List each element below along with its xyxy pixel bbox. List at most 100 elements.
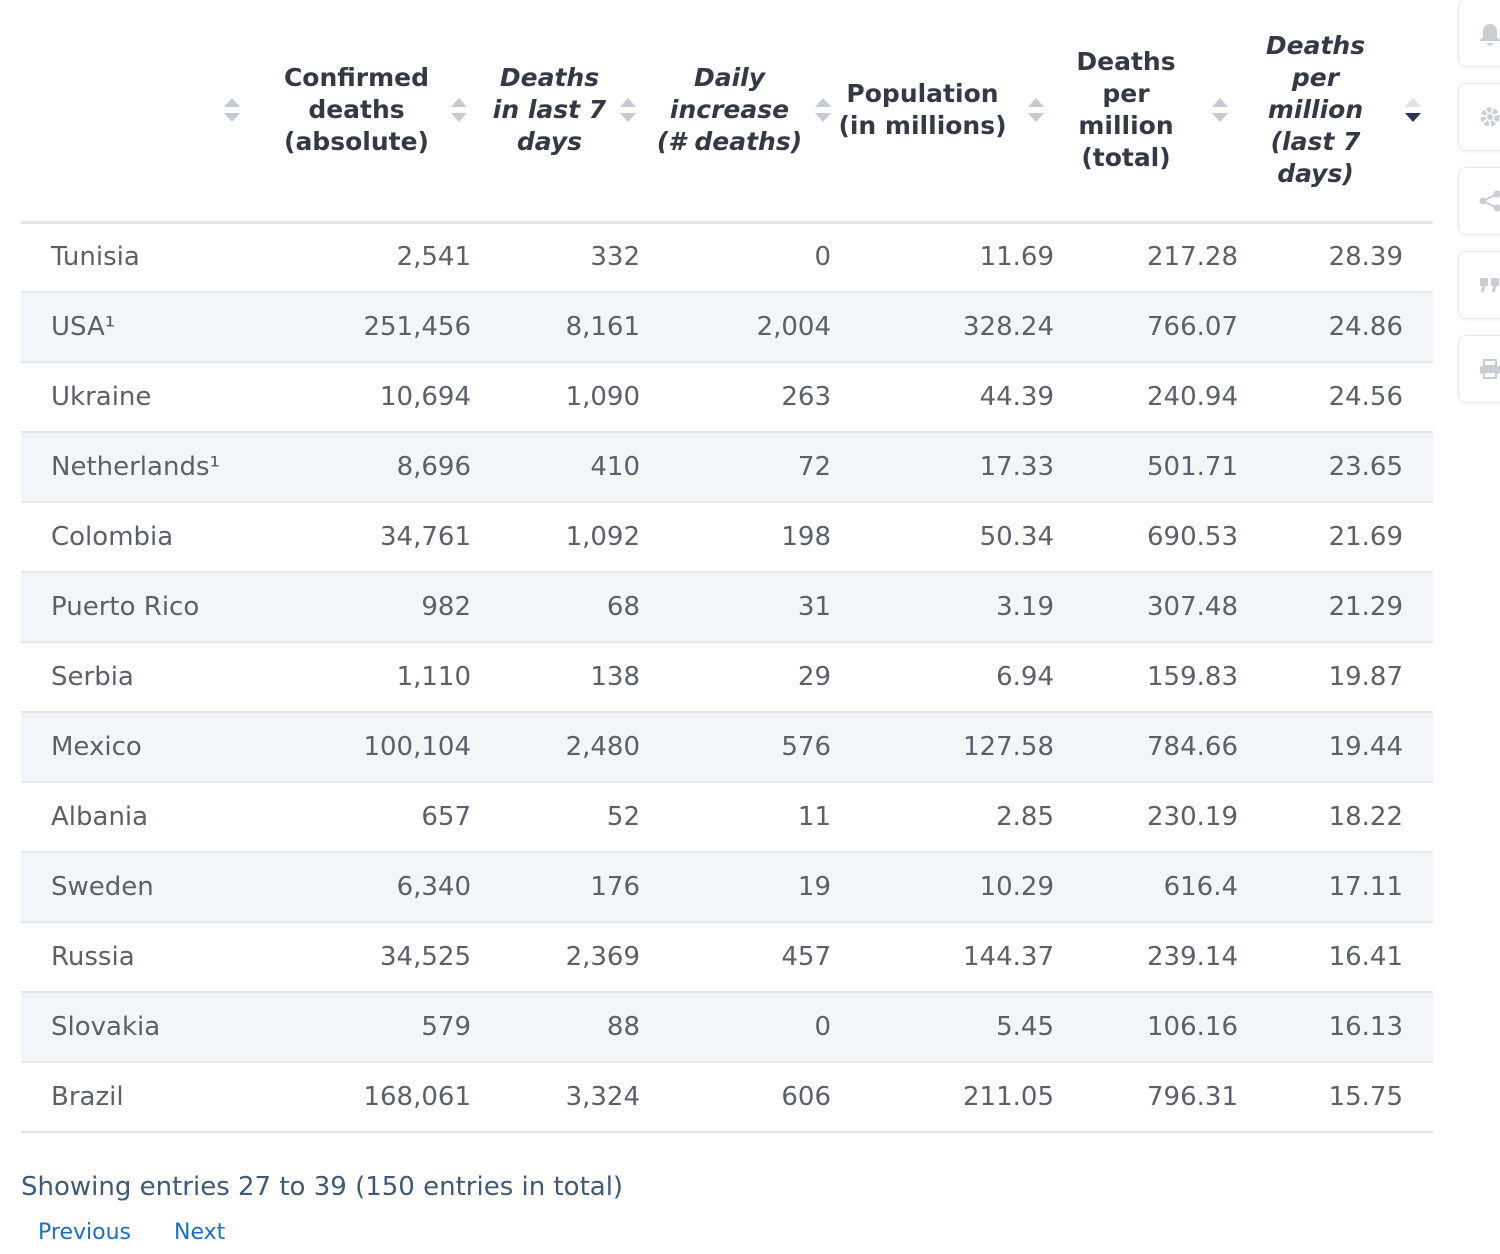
confirmed-deaths-cell: 2,541 <box>267 222 471 293</box>
country-cell: Puerto Rico <box>21 572 267 643</box>
header-label: Daily increase (# deaths) <box>656 63 803 157</box>
deaths-per-million-total-cell: 106.16 <box>1054 992 1238 1063</box>
column-header-deaths-per-million-total[interactable]: Deaths per million (total) <box>1054 0 1238 224</box>
table-body: Tunisia 2,541 332 0 11.69 217.28 28.39 USA¹ 251… <box>21 222 1433 1133</box>
daily-increase-cell: 29 <box>640 642 831 713</box>
print-button[interactable] <box>1458 335 1500 403</box>
table-row: Ukraine 10,694 1,090 263 44.39 240.94 24.56 <box>21 362 1433 433</box>
previous-page-link[interactable]: Previous <box>38 1220 131 1245</box>
table-row: Albania 657 52 11 2.85 230.19 18.22 <box>21 782 1433 853</box>
column-header-population[interactable]: Population (in millions) <box>831 0 1054 224</box>
deaths-per-million-total-cell: 239.14 <box>1054 922 1238 993</box>
notification-button[interactable] <box>1458 0 1500 67</box>
table-row: USA¹ 251,456 8,161 2,004 328.24 766.07 24.86 <box>21 292 1433 363</box>
table-row: Mexico 100,104 2,480 576 127.58 784.66 19.44 <box>21 712 1433 783</box>
country-cell: Slovakia <box>21 992 267 1063</box>
population-cell: 211.05 <box>831 1062 1054 1133</box>
deaths-per-million-total-cell: 240.94 <box>1054 362 1238 433</box>
deaths-per-million-7-days-cell: 28.39 <box>1238 222 1433 293</box>
column-header-daily-increase[interactable]: Daily increase (# deaths) <box>640 0 831 224</box>
deaths-table: Confirmed deaths (absolute) Deaths in last … <box>21 0 1433 1133</box>
sort-icon[interactable] <box>1212 98 1228 123</box>
sort-icon[interactable] <box>224 98 240 123</box>
deaths-last-7-days-cell: 176 <box>471 852 640 923</box>
population-cell: 6.94 <box>831 642 1054 713</box>
settings-button[interactable] <box>1458 83 1500 151</box>
header-label: Deaths in last 7 days <box>492 63 607 157</box>
deaths-per-million-7-days-cell: 21.69 <box>1238 502 1433 573</box>
country-cell: Sweden <box>21 852 267 923</box>
header-label: Deaths per million (last 7 days) <box>1265 31 1366 189</box>
sort-icon[interactable] <box>1028 98 1044 123</box>
deaths-per-million-7-days-cell: 24.86 <box>1238 292 1433 363</box>
confirmed-deaths-cell: 10,694 <box>267 362 471 433</box>
daily-increase-cell: 576 <box>640 712 831 783</box>
population-cell: 44.39 <box>831 362 1054 433</box>
deaths-per-million-7-days-cell: 16.13 <box>1238 992 1433 1063</box>
sort-icon[interactable] <box>815 98 831 123</box>
sort-icon[interactable] <box>620 98 636 123</box>
daily-increase-cell: 198 <box>640 502 831 573</box>
sort-descending-icon[interactable] <box>1405 98 1421 123</box>
table-row: Slovakia 579 88 0 5.45 106.16 16.13 <box>21 992 1433 1063</box>
daily-increase-cell: 606 <box>640 1062 831 1133</box>
deaths-last-7-days-cell: 1,092 <box>471 502 640 573</box>
daily-increase-cell: 31 <box>640 572 831 643</box>
deaths-last-7-days-cell: 138 <box>471 642 640 713</box>
gear-icon <box>1479 106 1500 133</box>
deaths-last-7-days-cell: 52 <box>471 782 640 853</box>
deaths-per-million-7-days-cell: 21.29 <box>1238 572 1433 643</box>
deaths-per-million-total-cell: 501.71 <box>1054 432 1238 503</box>
pagination: Previous Next <box>38 1220 261 1245</box>
deaths-last-7-days-cell: 68 <box>471 572 640 643</box>
header-label: Confirmed deaths (absolute) <box>283 63 430 157</box>
population-cell: 3.19 <box>831 572 1054 643</box>
table-header-row: Confirmed deaths (absolute) Deaths in last … <box>21 0 1433 224</box>
cite-button[interactable] <box>1458 251 1500 319</box>
population-cell: 5.45 <box>831 992 1054 1063</box>
country-cell: Ukraine <box>21 362 267 433</box>
deaths-last-7-days-cell: 88 <box>471 992 640 1063</box>
daily-increase-cell: 72 <box>640 432 831 503</box>
next-page-link[interactable]: Next <box>173 1220 226 1245</box>
country-cell: USA¹ <box>21 292 267 363</box>
deaths-per-million-total-cell: 217.28 <box>1054 222 1238 293</box>
print-icon <box>1479 358 1500 385</box>
daily-increase-cell: 457 <box>640 922 831 993</box>
confirmed-deaths-cell: 100,104 <box>267 712 471 783</box>
deaths-per-million-total-cell: 159.83 <box>1054 642 1238 713</box>
deaths-per-million-7-days-cell: 19.87 <box>1238 642 1433 713</box>
confirmed-deaths-cell: 34,761 <box>267 502 471 573</box>
deaths-per-million-7-days-cell: 23.65 <box>1238 432 1433 503</box>
confirmed-deaths-cell: 657 <box>267 782 471 853</box>
header-label: Population (in millions) <box>838 79 1007 141</box>
confirmed-deaths-cell: 579 <box>267 992 471 1063</box>
table-row: Russia 34,525 2,369 457 144.37 239.14 16.41 <box>21 922 1433 993</box>
column-header-deaths-last-7-days[interactable]: Deaths in last 7 days <box>471 0 640 224</box>
deaths-last-7-days-cell: 332 <box>471 222 640 293</box>
population-cell: 328.24 <box>831 292 1054 363</box>
daily-increase-cell: 19 <box>640 852 831 923</box>
deaths-per-million-total-cell: 230.19 <box>1054 782 1238 853</box>
deaths-per-million-total-cell: 307.48 <box>1054 572 1238 643</box>
sort-icon[interactable] <box>451 98 467 123</box>
deaths-per-million-total-cell: 616.4 <box>1054 852 1238 923</box>
column-header-deaths-per-million-7-days[interactable]: Deaths per million (last 7 days) <box>1238 0 1433 224</box>
entries-info: Showing entries 27 to 39 (150 entries in… <box>21 1172 624 1202</box>
share-icon <box>1479 190 1500 217</box>
country-cell: Mexico <box>21 712 267 783</box>
population-cell: 11.69 <box>831 222 1054 293</box>
deaths-per-million-total-cell: 784.66 <box>1054 712 1238 783</box>
confirmed-deaths-cell: 6,340 <box>267 852 471 923</box>
country-cell: Tunisia <box>21 222 267 293</box>
header-label: Deaths per million (total) <box>1076 47 1176 173</box>
deaths-per-million-7-days-cell: 16.41 <box>1238 922 1433 993</box>
column-header-country[interactable] <box>21 0 267 224</box>
column-header-confirmed-deaths[interactable]: Confirmed deaths (absolute) <box>267 0 471 224</box>
population-cell: 2.85 <box>831 782 1054 853</box>
deaths-last-7-days-cell: 3,324 <box>471 1062 640 1133</box>
population-cell: 10.29 <box>831 852 1054 923</box>
share-button[interactable] <box>1458 167 1500 235</box>
country-cell: Russia <box>21 922 267 993</box>
